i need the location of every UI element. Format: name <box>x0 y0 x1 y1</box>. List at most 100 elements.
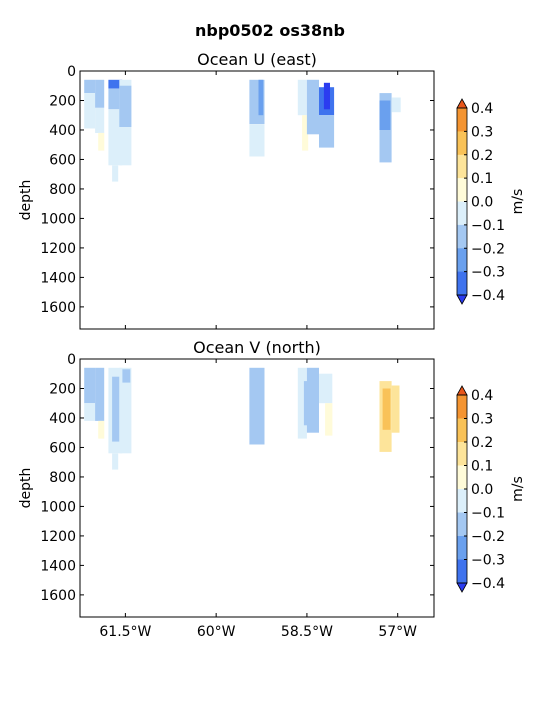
y-tick-label: 1200 <box>40 529 76 545</box>
colorbar-tick-label: 0.1 <box>471 459 493 475</box>
heatmap-cell <box>323 82 330 110</box>
colorbar-extend-min <box>456 294 468 305</box>
panel-ocean-u: Ocean U (east) 0 200 400 600 800 1000 1200 1400 1… <box>18 50 526 330</box>
colorbar-band <box>457 108 467 132</box>
heatmap-cell <box>297 79 307 116</box>
heatmap-cell <box>84 93 96 129</box>
y-tick-label: 1600 <box>40 588 76 604</box>
heatmap-cell <box>255 370 264 418</box>
x-tick-label: 57°W <box>378 624 417 640</box>
heatmap-cell <box>95 79 105 108</box>
colorbar-unit-label: m/s <box>510 189 526 215</box>
y-axis-label: depth <box>18 180 34 221</box>
heatmap-cell <box>249 124 265 157</box>
colorbar-tick-label: −0.2 <box>471 529 505 545</box>
heatmap-cell <box>302 115 309 151</box>
heatmap-cell <box>84 403 96 421</box>
colorbar-tick-label: −0.3 <box>471 265 505 281</box>
y-tick-label: 1600 <box>40 300 76 316</box>
colorbar-tick-label: 0.0 <box>471 482 493 498</box>
plot-frame <box>79 70 435 330</box>
colorbar-extend-max <box>456 98 468 109</box>
colorbar-band <box>457 154 467 179</box>
colorbar-tick-label: 0.2 <box>471 148 493 164</box>
heatmap-cell <box>84 79 96 94</box>
heatmap-cell <box>95 367 105 421</box>
heatmap-cell <box>112 453 119 470</box>
heatmap-cell <box>98 420 105 439</box>
colorbar-band <box>457 224 467 249</box>
y-tick-label: 1000 <box>40 211 76 227</box>
colorbar-tick-label: 0.1 <box>471 171 493 187</box>
colorbar-extend-max <box>456 385 468 396</box>
plot-frame <box>79 358 435 618</box>
panel-title: Ocean V (north) <box>193 338 321 357</box>
y-tick-label: 800 <box>49 182 76 198</box>
colorbar-tick-label: 0.2 <box>471 435 493 451</box>
colorbar-tick-label: −0.4 <box>471 576 505 592</box>
x-tick-label: 58.5°W <box>281 624 333 640</box>
heatmap-cell <box>98 132 105 151</box>
colorbar-band <box>457 248 467 273</box>
heatmap-cell <box>84 367 96 404</box>
colorbar-band <box>457 131 467 156</box>
x-tick-label: 61.5°W <box>99 624 151 640</box>
heatmap-cell <box>391 385 400 433</box>
heatmap-cell <box>379 100 391 130</box>
heatmap-cell <box>122 369 131 383</box>
colorbar-tick-label: 0.4 <box>471 101 493 117</box>
colorbar-band <box>457 536 467 560</box>
colorbar-tick-label: 0.4 <box>471 388 493 404</box>
heatmap-cell <box>119 85 132 127</box>
y-tick-label: 400 <box>49 123 76 139</box>
heatmap-cell <box>108 88 123 110</box>
y-tick-label: 1400 <box>40 558 76 574</box>
heatmap-cell <box>108 79 123 89</box>
colorbar-band <box>457 465 467 490</box>
heatmap-cell <box>319 115 335 148</box>
colorbar-extend-min <box>456 582 468 593</box>
colorbar-tick-label: −0.1 <box>471 218 505 234</box>
y-axis-label: depth <box>18 468 34 509</box>
heatmap-cell <box>112 376 120 442</box>
y-tick-label: 1200 <box>40 241 76 257</box>
y-tick-label: 0 <box>67 352 76 368</box>
colorbar-band <box>457 201 467 226</box>
heatmap-cell <box>382 388 391 430</box>
panel-title: Ocean U (east) <box>197 50 317 69</box>
heatmap-cell <box>319 373 333 404</box>
y-tick-label: 1400 <box>40 270 76 286</box>
heatmap-cell <box>325 403 333 436</box>
heatmap-cell <box>119 367 132 454</box>
heatmap-cell <box>112 165 119 182</box>
colorbar-tick-label: 0.0 <box>471 195 493 211</box>
y-tick-label: 800 <box>49 470 76 486</box>
colorbar-tick-label: −0.4 <box>471 288 505 304</box>
y-tick-label: 1000 <box>40 499 76 515</box>
colorbar-tick-label: −0.1 <box>471 506 505 522</box>
y-tick-label: 600 <box>49 152 76 168</box>
heatmap-cell <box>391 97 401 113</box>
figure-title: nbp0502 os38nb <box>195 21 345 40</box>
colorbar-band <box>457 178 467 202</box>
y-tick-label: 600 <box>49 440 76 456</box>
colorbar-band <box>457 395 467 419</box>
heatmap-cell <box>306 79 319 135</box>
heatmap-cell <box>108 109 123 166</box>
colorbar-band <box>457 512 467 537</box>
colorbar-tick-label: 0.3 <box>471 124 493 140</box>
colorbar-band <box>457 559 467 584</box>
y-tick-label: 200 <box>49 381 76 397</box>
colorbar-band <box>457 418 467 443</box>
y-tick-label: 400 <box>49 411 76 427</box>
heatmap-cell <box>258 79 264 116</box>
panel-ocean-v: Ocean V (north) 0 200 400 600 800 1000 1200 1400… <box>18 338 526 640</box>
colorbar-unit-label: m/s <box>510 476 526 502</box>
colorbar-band <box>457 489 467 513</box>
heatmap-cell <box>297 367 307 439</box>
y-tick-label: 0 <box>67 64 76 80</box>
colorbar-band <box>457 442 467 466</box>
colorbar-tick-label: −0.2 <box>471 241 505 257</box>
x-tick-label: 60°W <box>197 624 236 640</box>
